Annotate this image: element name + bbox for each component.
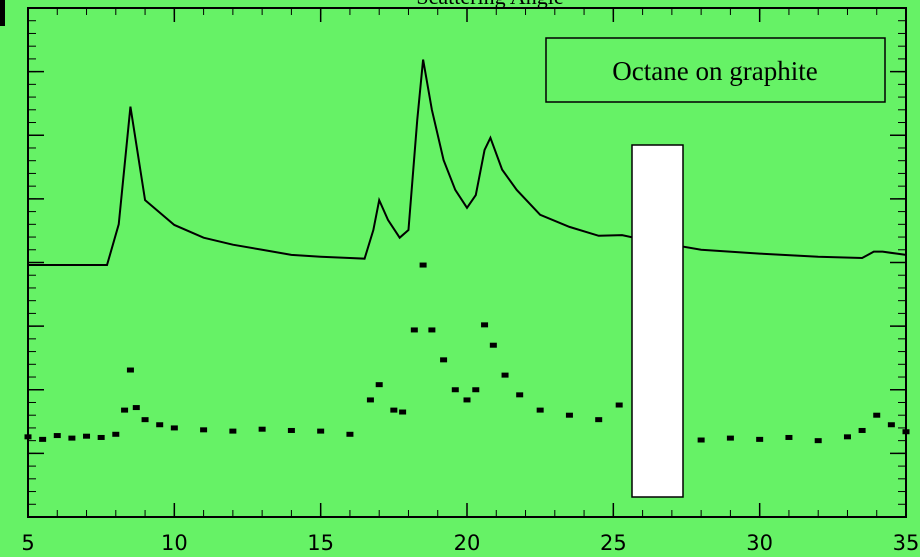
data-point — [902, 429, 910, 435]
data-point — [141, 417, 149, 423]
data-point — [785, 434, 793, 440]
data-point — [121, 407, 129, 413]
data-point — [843, 434, 851, 440]
data-point — [501, 372, 509, 378]
data-point — [428, 327, 436, 333]
data-point — [390, 407, 398, 413]
x-tick-label: 20 — [454, 531, 481, 555]
data-point — [536, 407, 544, 413]
data-point — [756, 436, 764, 442]
data-point — [887, 422, 895, 428]
data-point — [440, 357, 448, 363]
data-point — [68, 435, 76, 441]
chart-title: Scattering Angle — [416, 0, 563, 9]
data-point — [472, 387, 480, 393]
corner-mark — [0, 0, 5, 26]
data-point — [126, 367, 134, 373]
data-point — [516, 392, 524, 398]
x-tick-label: 15 — [307, 531, 334, 555]
data-point — [463, 397, 471, 403]
data-point — [410, 327, 418, 333]
data-point — [53, 433, 61, 439]
data-point — [615, 402, 623, 408]
data-point — [419, 262, 427, 268]
data-point — [97, 434, 105, 440]
data-point — [83, 433, 91, 439]
data-point — [873, 412, 881, 418]
data-point — [814, 438, 822, 444]
data-point — [200, 427, 208, 433]
data-point — [489, 342, 497, 348]
data-point — [24, 434, 32, 440]
data-point — [399, 409, 407, 415]
x-tick-label: 30 — [746, 531, 773, 555]
data-point — [317, 428, 325, 434]
data-point — [287, 427, 295, 433]
data-point — [346, 431, 354, 437]
data-point — [697, 437, 705, 443]
x-tick-label: 25 — [600, 531, 627, 555]
data-point — [132, 405, 140, 411]
data-point — [565, 412, 573, 418]
data-point — [451, 387, 459, 393]
x-tick-label: 35 — [893, 531, 920, 555]
data-point — [481, 322, 489, 328]
legend-text: Octane on graphite — [612, 56, 817, 86]
data-point — [726, 435, 734, 441]
data-point — [112, 431, 120, 437]
x-tick-label: 10 — [161, 531, 188, 555]
data-point — [258, 426, 266, 432]
fit-line — [28, 59, 907, 267]
data-point — [229, 428, 237, 434]
data-point — [858, 427, 866, 433]
data-point — [366, 397, 374, 403]
x-tick-label: 5 — [21, 531, 34, 555]
data-point — [375, 382, 383, 388]
legend-box — [545, 37, 886, 103]
data-point — [170, 425, 178, 431]
occluding-box — [631, 144, 684, 498]
data-point — [595, 417, 603, 423]
data-point — [156, 422, 164, 428]
data-point — [39, 436, 47, 442]
